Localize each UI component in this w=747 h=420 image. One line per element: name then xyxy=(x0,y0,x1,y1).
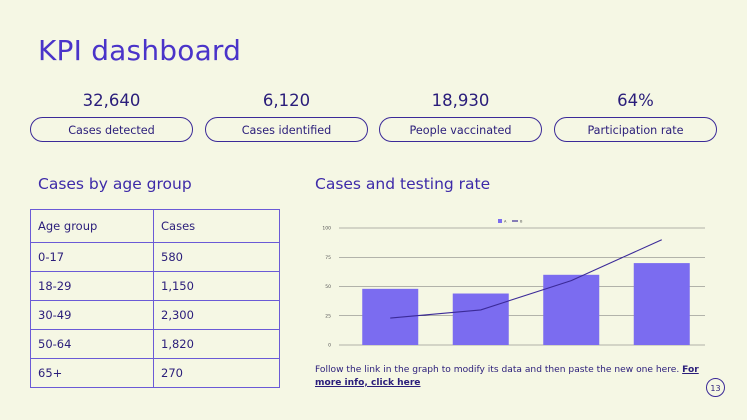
table-cell: 270 xyxy=(153,358,280,388)
table-cell: 1,820 xyxy=(153,329,280,359)
y-tick-label: 0 xyxy=(328,343,331,349)
table-row: 65+ 270 xyxy=(30,358,280,388)
bar xyxy=(543,274,600,345)
kpi-value: 32,640 xyxy=(82,91,141,110)
kpi-cases-detected: 32,640 Cases detected xyxy=(30,90,193,142)
table-row: 50-64 1,820 xyxy=(30,329,280,359)
y-tick-label: 100 xyxy=(322,226,331,232)
table-cell: 1,150 xyxy=(153,271,280,301)
bar xyxy=(452,293,509,345)
legend-label: A xyxy=(504,220,507,224)
y-tick-label: 75 xyxy=(325,255,331,261)
chart-note: Follow the link in the graph to modify i… xyxy=(315,364,715,389)
legend-swatch xyxy=(498,219,502,223)
series-line xyxy=(390,239,662,319)
table-cell: 50-64 xyxy=(30,329,154,359)
table-cell: 65+ xyxy=(30,358,154,388)
legend-label: B xyxy=(520,220,523,224)
kpi-label-pill[interactable]: Cases identified xyxy=(205,117,368,142)
table-cell: 580 xyxy=(153,242,280,272)
kpi-cases-identified: 6,120 Cases identified xyxy=(205,90,368,142)
chart-section-title: Cases and testing rate xyxy=(315,175,491,193)
table-cell: 18-29 xyxy=(30,271,154,301)
table-header-row: Age group Cases xyxy=(30,209,280,243)
page-number: 13 xyxy=(706,378,725,397)
note-text: Follow the link in the graph to modify i… xyxy=(315,365,683,375)
kpi-label-pill[interactable]: People vaccinated xyxy=(379,117,542,142)
y-tick-label: 50 xyxy=(325,284,331,290)
table-row: 30-49 2,300 xyxy=(30,300,280,330)
kpi-value: 6,120 xyxy=(262,91,311,110)
age-group-table: Age group Cases 0-17 580 18-29 1,150 30-… xyxy=(30,209,280,388)
table-row: 18-29 1,150 xyxy=(30,271,280,301)
table-row: 0-17 580 xyxy=(30,242,280,272)
kpi-value: 64% xyxy=(617,91,654,110)
column-header: Cases xyxy=(153,209,280,243)
kpi-people-vaccinated: 18,930 People vaccinated xyxy=(379,90,542,142)
kpi-value: 18,930 xyxy=(431,91,490,110)
table-cell: 30-49 xyxy=(30,300,154,330)
cases-testing-chart[interactable]: 0 25 50 75 100 A B xyxy=(313,212,708,357)
bar xyxy=(633,263,690,345)
y-tick-label: 25 xyxy=(325,313,331,319)
page-title: KPI dashboard xyxy=(38,34,242,67)
table-cell: 0-17 xyxy=(30,242,154,272)
kpi-participation-rate: 64% Participation rate xyxy=(554,90,717,142)
kpi-label-pill[interactable]: Cases detected xyxy=(30,117,193,142)
more-info-link[interactable]: For more info, click here xyxy=(315,365,699,388)
table-cell: 2,300 xyxy=(153,300,280,330)
bar xyxy=(362,288,419,345)
kpi-label-pill[interactable]: Participation rate xyxy=(554,117,717,142)
column-header: Age group xyxy=(30,209,154,243)
age-section-title: Cases by age group xyxy=(38,175,192,193)
